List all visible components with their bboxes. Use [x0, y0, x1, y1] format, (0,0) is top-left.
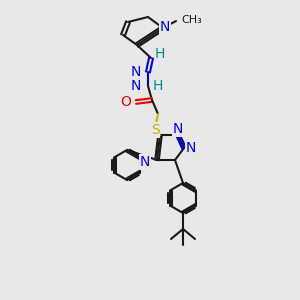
Text: CH₃: CH₃ — [181, 15, 202, 25]
Text: N: N — [130, 79, 141, 93]
Text: S: S — [151, 123, 159, 137]
Text: N: N — [130, 65, 141, 79]
Text: N: N — [186, 141, 196, 155]
Text: N: N — [140, 155, 150, 169]
Text: H: H — [155, 47, 165, 61]
Text: N: N — [173, 122, 183, 136]
Text: H: H — [153, 79, 164, 93]
Text: N: N — [160, 20, 170, 34]
Text: O: O — [120, 95, 131, 109]
